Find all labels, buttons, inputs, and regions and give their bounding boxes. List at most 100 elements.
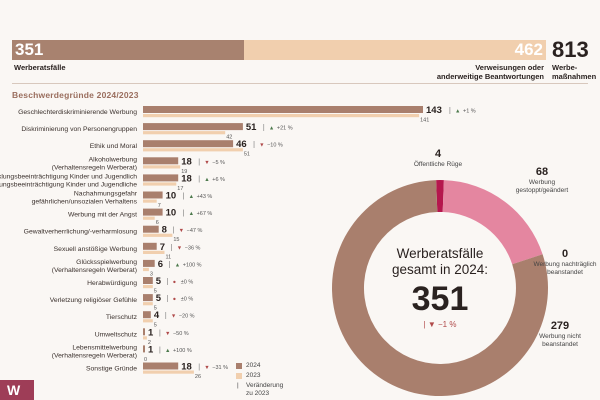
donut-label-stopped-value: 68 <box>535 166 549 178</box>
change-divider: | <box>183 210 185 217</box>
bar-2024 <box>143 362 179 370</box>
value-2023: 0 <box>144 357 147 363</box>
donut-title-line-1: Werberatsfälle <box>396 246 484 261</box>
category-label: Gewaltverherrlichung/-verharmlosung <box>24 229 138 236</box>
value-2023: 19 <box>181 169 187 175</box>
change-arrow: ▼ <box>177 245 182 251</box>
donut-label-reprimand: 4 Öffentliche Rüge <box>398 148 478 169</box>
donut-label-stopped-text: Werbung gestoppt/geändert <box>515 179 569 194</box>
change-arrow: ▼ <box>171 314 176 320</box>
category-label: Nachahmungsgefahr <box>74 191 138 198</box>
category-label: Lebensmittelwerbung <box>72 344 137 351</box>
value-2024: 1 <box>148 327 154 338</box>
value-2023: 5 <box>154 289 157 295</box>
change-arrow: ● <box>173 280 176 286</box>
change-value: +6 % <box>212 177 225 183</box>
change-arrow: ● <box>173 297 176 303</box>
bar-2023 <box>143 165 181 169</box>
change-value: +100 % <box>183 262 202 268</box>
bar-2024 <box>143 328 145 336</box>
value-2024: 143 <box>426 105 442 116</box>
value-2023: 3 <box>150 271 153 277</box>
bar-2024 <box>143 311 151 319</box>
legend-swatch-2023 <box>236 373 242 379</box>
bar-2023 <box>143 114 420 118</box>
category-label: Entwicklungsbeeinträchtigung Kinder und … <box>0 181 137 188</box>
category-label: Geschlechterdiskriminierende Werbung <box>18 109 137 116</box>
legend-2024: 2024 <box>246 362 261 369</box>
bar-2023 <box>143 285 153 289</box>
change-value: ±0 % <box>181 280 194 286</box>
referrals-segment: 462 <box>244 40 546 60</box>
logo: W <box>0 380 34 400</box>
donut-total-change-value: −1 % <box>437 320 457 329</box>
category-label: (Verhaltensregeln Werberat) <box>52 267 137 274</box>
change-arrow: ▲ <box>189 194 194 200</box>
change-divider: | <box>169 261 171 268</box>
referrals-label: Verweisungen oder anderweitige Beantwort… <box>437 63 544 81</box>
bar-2023 <box>143 319 153 323</box>
measures-label-line-2: maßnahmen <box>552 72 597 81</box>
category-label: Diskriminierung von Personengruppen <box>21 126 137 133</box>
bar-2023 <box>143 199 157 203</box>
overview-bar: 351 462 <box>12 40 546 60</box>
value-2024: 8 <box>162 225 167 236</box>
change-divider: | <box>198 159 200 166</box>
bar-2023 <box>143 233 173 237</box>
value-2023: 5 <box>154 323 157 329</box>
donut-slice <box>436 180 444 212</box>
change-value: ±0 % <box>181 297 194 303</box>
change-value: −10 % <box>267 143 283 149</box>
bar-2024 <box>143 259 155 267</box>
complaints-label: Werberatsfälle <box>14 63 66 72</box>
donut-label-later: 0 Werbung nachträglich beanstandet <box>532 248 598 276</box>
change-divider: | <box>171 244 173 251</box>
category-label: Herabwürdigung <box>87 280 137 287</box>
bar-2024 <box>143 123 243 131</box>
bar-2024 <box>143 225 159 233</box>
value-2024: 4 <box>154 310 160 321</box>
value-2024: 10 <box>166 191 177 202</box>
change-divider: | <box>198 364 200 371</box>
donut-title-line-2: gesamt in 2024: <box>391 262 489 277</box>
value-2023: 2 <box>148 340 151 346</box>
donut-slice <box>332 180 549 397</box>
bar-2024 <box>143 294 153 302</box>
value-2023: 42 <box>226 135 232 141</box>
value-2023: 51 <box>244 152 250 158</box>
change-arrow: ▼ <box>204 160 209 166</box>
complaints-value: 351 <box>15 40 44 59</box>
bar-2023 <box>143 182 177 186</box>
change-divider: | <box>167 296 169 303</box>
bar-2024 <box>143 191 163 199</box>
logo-text: W <box>7 382 21 398</box>
bar-2024 <box>143 208 163 216</box>
value-2023: 17 <box>177 186 183 192</box>
referrals-value: 462 <box>514 40 543 59</box>
value-2024: 5 <box>156 276 162 287</box>
change-arrow: ▲ <box>455 109 460 115</box>
change-arrow: ▲ <box>175 262 180 268</box>
change-value: −50 % <box>173 331 189 337</box>
donut-total-change: | ▼ −1 % <box>423 320 457 329</box>
category-label: (Verhaltensregeln Werberat) <box>52 164 137 171</box>
bar-2023 <box>143 370 194 374</box>
value-2024: 18 <box>181 173 192 184</box>
value-2024: 51 <box>246 122 257 133</box>
bar-2023 <box>143 267 149 272</box>
change-arrow: ▲ <box>269 126 274 132</box>
change-arrow: ▼ <box>165 331 170 337</box>
complaints-segment: 351 <box>12 40 244 60</box>
change-arrow: ▼ <box>259 143 264 149</box>
category-label: Umweltschutz <box>95 331 138 338</box>
donut-label-not-value: 279 <box>550 320 570 332</box>
category-label: Entwicklungsbeeinträchtigung Kinder und … <box>0 173 137 180</box>
change-value: +100 % <box>173 348 192 354</box>
donut-label-stopped: 68 Werbung gestoppt/geändert <box>512 166 572 194</box>
divider <box>12 83 588 84</box>
bar-2023 <box>143 216 155 220</box>
donut-label-reprimand-text: Öffentliche Rüge <box>413 161 463 168</box>
legend-swatch-2024 <box>236 363 242 369</box>
change-divider: | <box>253 142 255 149</box>
